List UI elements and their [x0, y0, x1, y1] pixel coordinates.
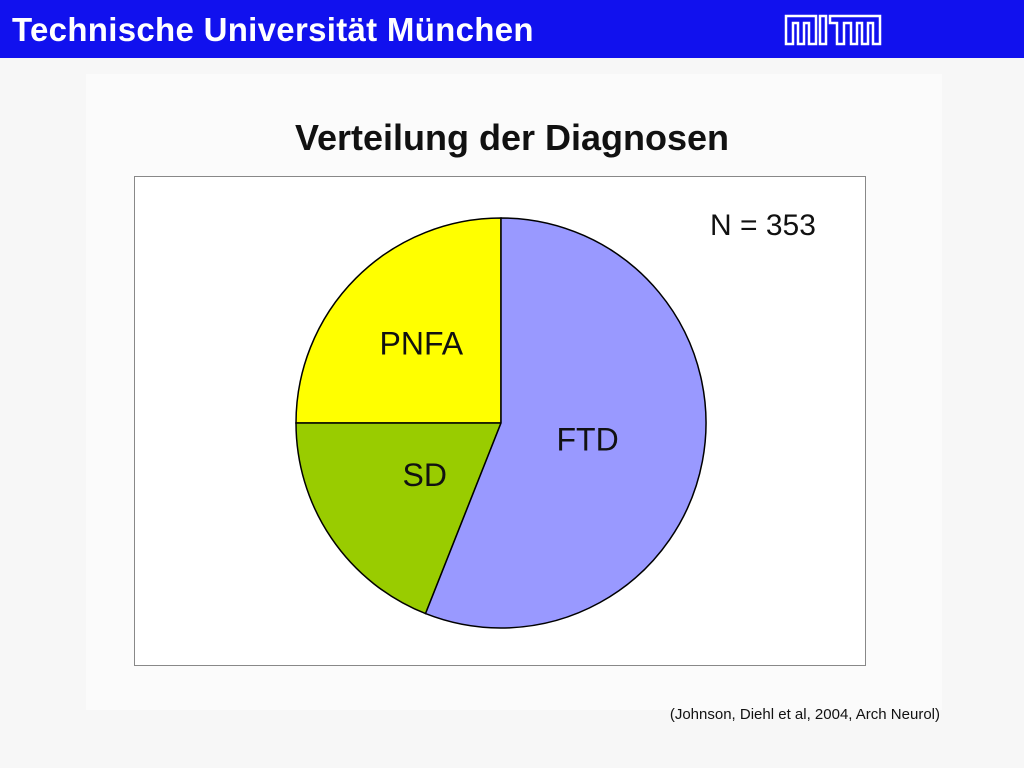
- pie-slice-ftd: [424, 217, 707, 629]
- sample-size-annotation: N = 353: [710, 209, 816, 242]
- chart-area: N = 353 FTD SD PNFA: [134, 176, 866, 666]
- pie-label-sd: SD: [402, 457, 446, 493]
- slide-title: Verteilung der Diagnosen: [294, 117, 730, 158]
- tum-logo-icon: [784, 14, 882, 46]
- pie-label-ftd: FTD: [556, 422, 618, 458]
- header-bar: Technische Universität München: [0, 0, 1024, 58]
- pie-label-pnfa: PNFA: [380, 325, 464, 361]
- source-citation: (Johnson, Diehl et al, 2004, Arch Neurol…: [669, 706, 940, 723]
- pie-chart: N = 353 FTD SD PNFA: [295, 209, 816, 629]
- institution-name: Technische Universität München: [12, 11, 534, 48]
- pie-slice-sd: [295, 422, 503, 615]
- pie-slice-pnfa: [295, 217, 502, 424]
